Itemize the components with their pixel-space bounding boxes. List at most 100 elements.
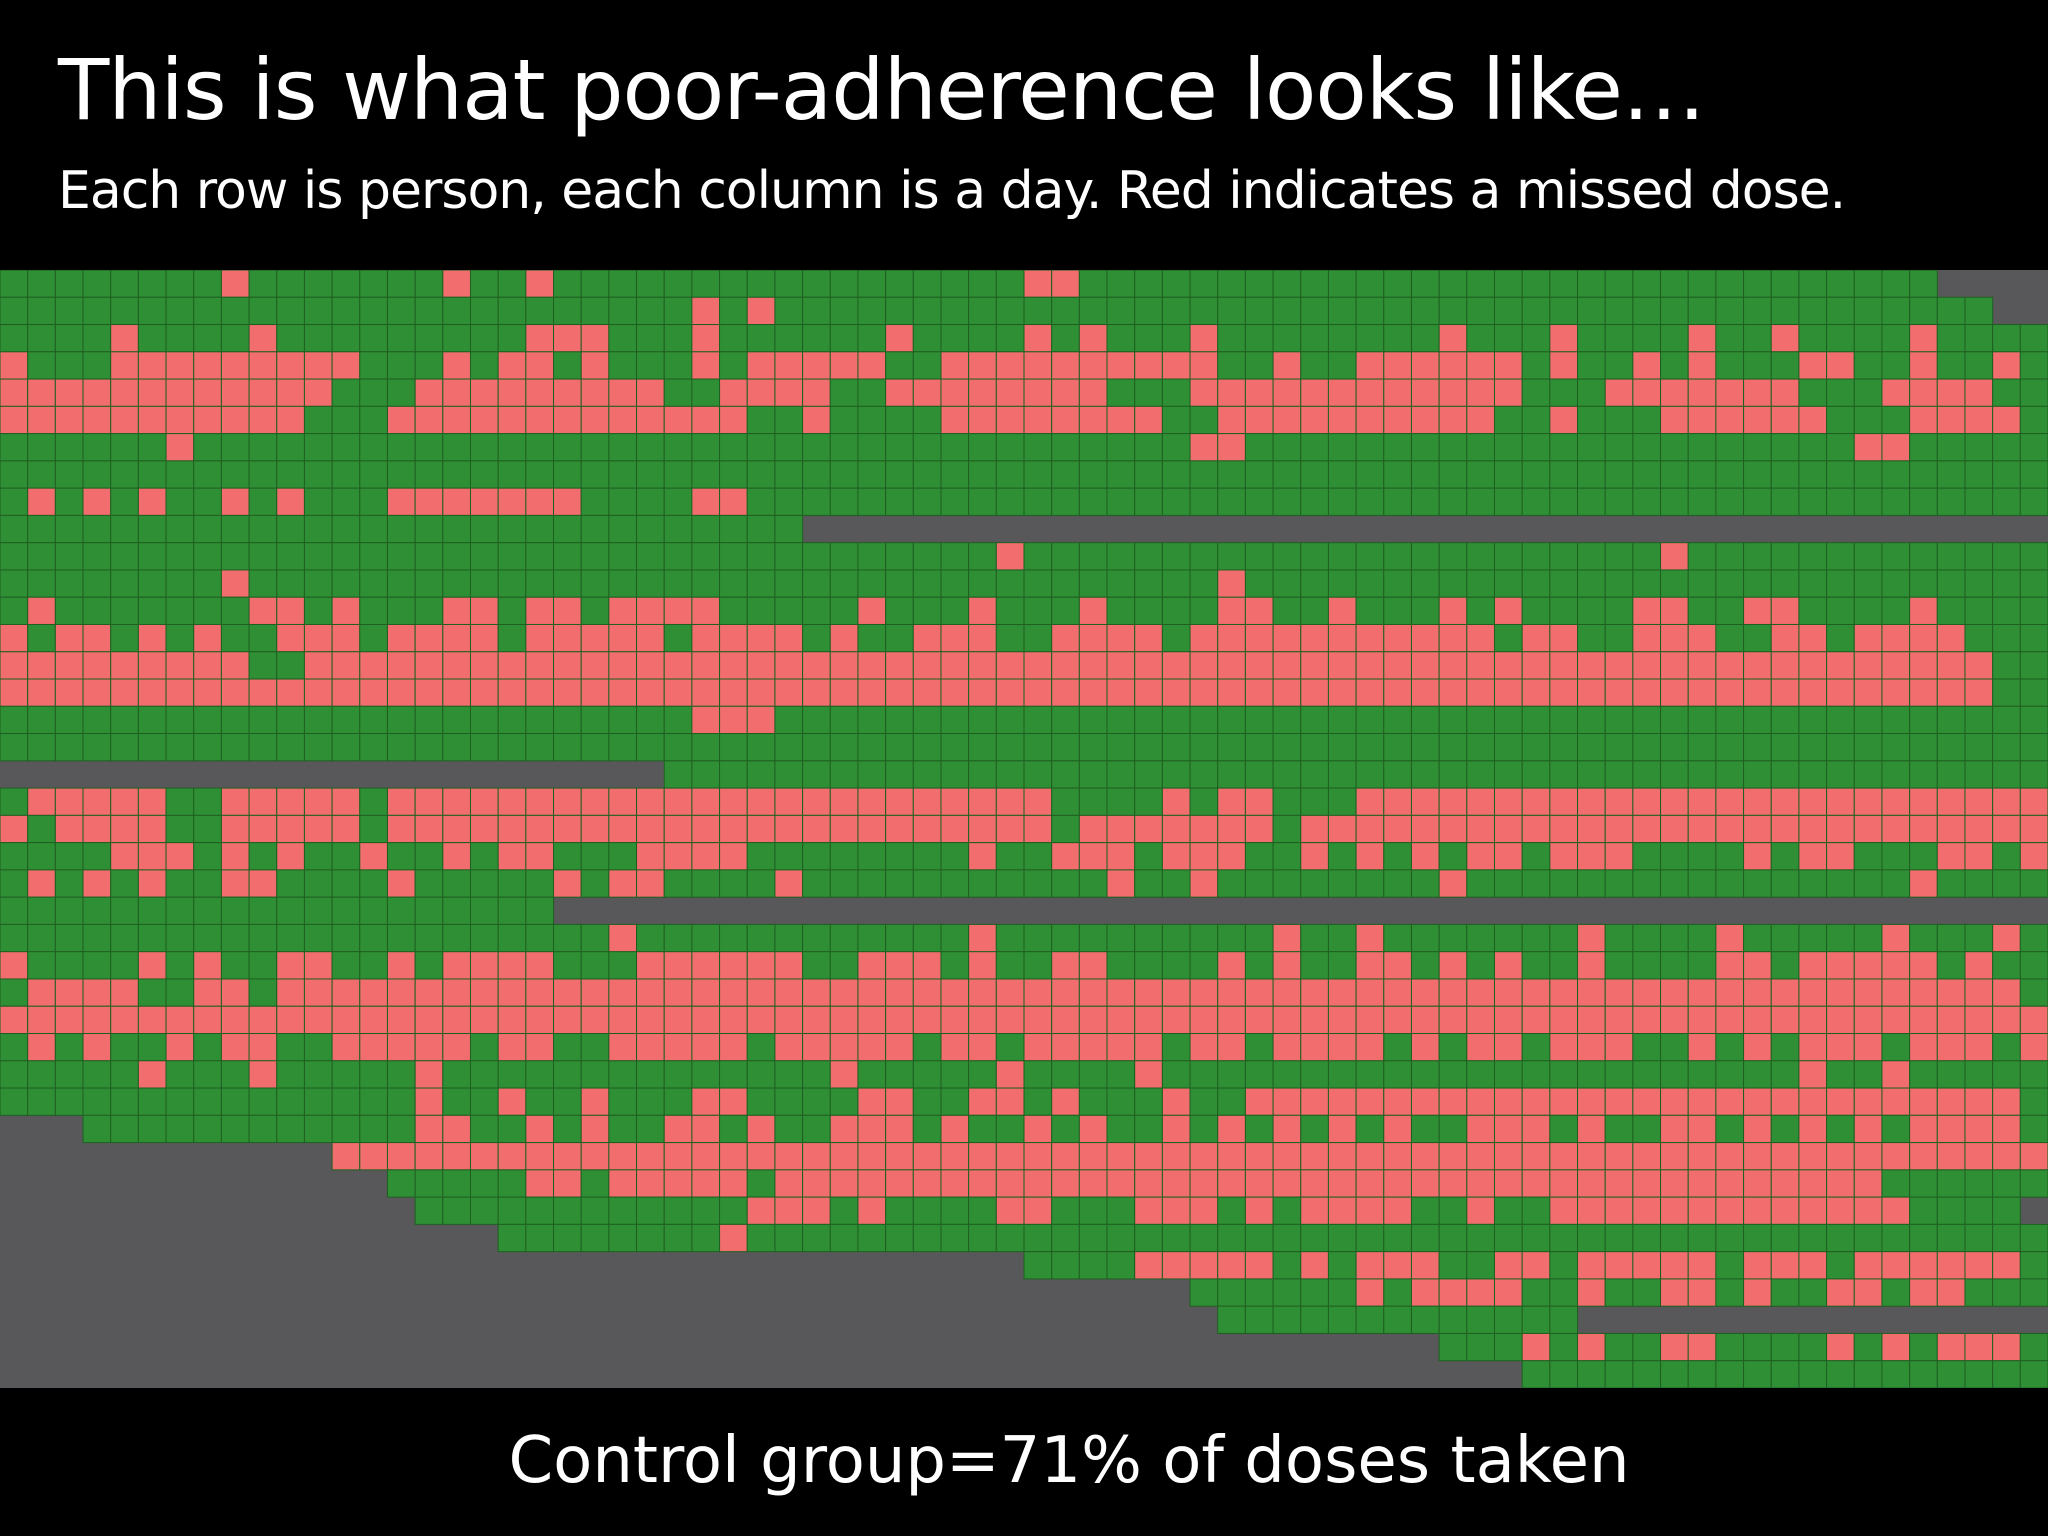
dose-taken-cell xyxy=(1909,1332,1938,1362)
missed-dose-cell xyxy=(1244,1196,1274,1225)
dose-taken-cell xyxy=(802,596,831,625)
missed-dose-cell xyxy=(497,951,527,980)
missed-dose-cell xyxy=(608,651,638,680)
dose-taken-cell xyxy=(359,1114,388,1144)
dose-taken-cell xyxy=(165,270,195,298)
missed-dose-cell xyxy=(829,678,859,707)
dose-taken-cell xyxy=(525,1060,555,1089)
dose-taken-cell xyxy=(802,324,831,353)
missed-dose-cell xyxy=(1023,787,1053,816)
missed-dose-cell xyxy=(82,869,112,898)
dose-taken-cell xyxy=(165,896,195,925)
dose-taken-cell xyxy=(414,433,444,462)
dose-taken-cell xyxy=(82,296,112,326)
missed-dose-cell xyxy=(1217,1251,1246,1280)
dose-taken-cell xyxy=(802,296,831,326)
dose-taken-cell xyxy=(857,733,887,762)
missed-dose-cell xyxy=(525,1005,555,1035)
dose-taken-cell xyxy=(1134,923,1163,953)
dose-taken-cell xyxy=(1632,760,1662,789)
missed-dose-cell xyxy=(912,978,942,1007)
dose-taken-cell xyxy=(1355,596,1385,625)
dose-taken-cell xyxy=(469,514,499,544)
dose-taken-cell xyxy=(1355,1223,1385,1253)
dose-taken-cell xyxy=(580,842,610,871)
missed-dose-cell xyxy=(525,596,555,625)
missed-dose-cell xyxy=(885,978,914,1007)
dose-taken-cell xyxy=(386,460,416,489)
missed-dose-cell xyxy=(719,1169,748,1198)
missed-dose-cell xyxy=(386,678,416,707)
missed-dose-cell xyxy=(1798,1251,1828,1280)
missed-dose-cell xyxy=(1964,842,1994,871)
dose-taken-cell xyxy=(1770,460,1800,489)
dose-taken-cell xyxy=(774,569,804,598)
missed-dose-cell xyxy=(54,678,84,707)
dose-taken-cell xyxy=(774,923,804,953)
missed-dose-cell xyxy=(746,705,776,735)
dose-taken-cell xyxy=(802,951,831,980)
dose-taken-cell xyxy=(1466,733,1495,762)
dose-taken-cell xyxy=(1992,869,2021,898)
missed-dose-cell xyxy=(220,1005,250,1035)
dose-taken-cell xyxy=(857,1223,887,1253)
dose-taken-cell xyxy=(1023,487,1053,516)
dose-taken-cell xyxy=(580,923,610,953)
missed-dose-cell xyxy=(82,623,112,653)
dose-taken-cell xyxy=(1909,1360,1938,1388)
missed-dose-cell xyxy=(1964,1142,1994,1171)
dose-taken-cell xyxy=(1410,433,1440,462)
missed-dose-cell xyxy=(1992,405,2021,435)
dose-taken-cell xyxy=(220,733,250,762)
dose-taken-cell xyxy=(1964,1060,1994,1089)
missed-dose-cell xyxy=(442,651,471,680)
dose-taken-cell xyxy=(1521,1033,1551,1062)
dose-taken-cell xyxy=(912,433,942,462)
missed-dose-cell xyxy=(1604,814,1634,844)
missed-dose-cell xyxy=(1826,678,1855,707)
missed-dose-cell xyxy=(137,842,167,871)
missed-dose-cell xyxy=(1521,651,1551,680)
dose-taken-cell xyxy=(1410,324,1440,353)
dose-taken-cell xyxy=(1244,1033,1274,1062)
missed-dose-cell xyxy=(1300,978,1329,1007)
dose-taken-cell xyxy=(1798,378,1828,407)
dose-taken-cell xyxy=(469,1169,499,1198)
missed-dose-cell xyxy=(1743,1142,1772,1171)
missed-dose-cell xyxy=(1161,1114,1191,1144)
dose-taken-cell xyxy=(1549,460,1579,489)
dose-taken-cell xyxy=(1161,487,1191,516)
missed-dose-cell xyxy=(0,951,29,980)
dose-taken-cell xyxy=(193,1114,222,1144)
missed-dose-cell xyxy=(1023,978,1053,1007)
dose-taken-cell xyxy=(1521,405,1551,435)
dose-taken-cell xyxy=(636,542,665,571)
dose-taken-cell xyxy=(1272,270,1302,298)
missed-dose-cell xyxy=(1687,405,1717,435)
dose-taken-cell xyxy=(248,514,278,544)
dose-taken-cell xyxy=(1881,405,1911,435)
missed-dose-cell xyxy=(1383,678,1412,707)
missed-dose-cell xyxy=(1936,978,1966,1007)
missed-dose-cell xyxy=(0,651,29,680)
dose-taken-cell xyxy=(1577,270,1606,298)
dose-taken-cell xyxy=(1577,324,1606,353)
dose-taken-cell xyxy=(193,842,222,871)
dose-taken-cell xyxy=(1272,814,1302,844)
missed-dose-cell xyxy=(1161,1005,1191,1035)
dose-taken-cell xyxy=(1521,569,1551,598)
dose-taken-cell xyxy=(719,1114,748,1144)
dose-taken-cell xyxy=(580,1223,610,1253)
dose-taken-cell xyxy=(1244,324,1274,353)
dose-taken-cell xyxy=(469,1060,499,1089)
missed-dose-cell xyxy=(331,596,361,625)
missed-dose-cell xyxy=(1272,351,1302,380)
dose-taken-cell xyxy=(0,705,29,735)
dose-taken-cell xyxy=(636,705,665,735)
dose-taken-cell xyxy=(1992,542,2021,571)
dose-taken-cell xyxy=(442,923,471,953)
dose-taken-cell xyxy=(1826,324,1855,353)
dose-taken-cell xyxy=(968,270,997,298)
dose-taken-cell xyxy=(1466,923,1495,953)
missed-dose-cell xyxy=(137,623,167,653)
